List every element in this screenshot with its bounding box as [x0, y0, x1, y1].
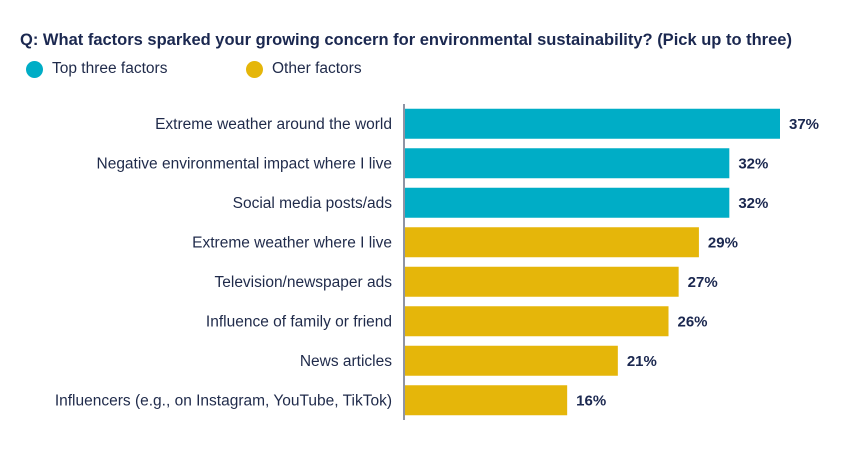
legend-swatch-top-three: [26, 60, 43, 78]
value-label-3: 29%: [708, 234, 738, 251]
value-label-1: 32%: [738, 155, 768, 172]
value-label-7: 16%: [576, 392, 606, 409]
category-label-5: Influence of family or friend: [206, 313, 392, 330]
value-label-4: 27%: [688, 274, 718, 291]
legend-label-top-three: Top three factors: [52, 60, 168, 77]
bar-3: [405, 227, 699, 258]
value-label-0: 37%: [789, 116, 819, 133]
bar-6: [405, 345, 618, 376]
category-label-7: Influencers (e.g., on Instagram, YouTube…: [55, 392, 392, 409]
bar-0: [405, 108, 780, 139]
legend-swatch-other: [246, 60, 263, 78]
category-label-2: Social media posts/ads: [233, 195, 393, 212]
category-label-4: Television/newspaper ads: [215, 274, 393, 291]
bar-2: [405, 187, 730, 218]
value-label-5: 26%: [678, 313, 708, 330]
bar-5: [405, 306, 669, 337]
bar-1: [405, 148, 730, 179]
category-label-3: Extreme weather where I live: [192, 234, 392, 251]
legend-item-top-three: Top three factors: [26, 60, 167, 78]
legend-item-other: Other factors: [246, 60, 362, 78]
value-label-6: 21%: [627, 353, 657, 370]
category-label-0: Extreme weather around the world: [155, 116, 392, 133]
category-label-1: Negative environmental impact where I li…: [97, 155, 393, 172]
bar-7: [405, 385, 568, 416]
chart-title: Q: What factors sparked your growing con…: [20, 31, 792, 49]
bar-4: [405, 266, 679, 297]
category-label-6: News articles: [300, 353, 392, 370]
legend-label-other: Other factors: [272, 60, 362, 77]
value-label-2: 32%: [738, 195, 768, 212]
